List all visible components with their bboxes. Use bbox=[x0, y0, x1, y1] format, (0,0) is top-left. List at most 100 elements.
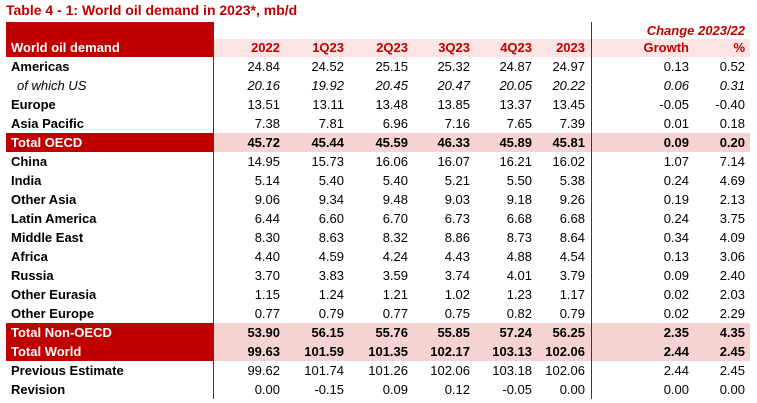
row-label: Other Europe bbox=[11, 306, 95, 321]
row-value: 101.35 bbox=[368, 344, 408, 359]
row-value: 0.34 bbox=[663, 230, 689, 245]
row-value: 4.69 bbox=[719, 173, 745, 188]
row-value: 9.34 bbox=[318, 192, 344, 207]
row-value: 2.03 bbox=[719, 287, 745, 302]
row-value: 25.32 bbox=[437, 59, 470, 74]
col-header-percent: % bbox=[733, 40, 745, 55]
row-value: 2.40 bbox=[719, 268, 745, 283]
row-value: 103.13 bbox=[492, 344, 532, 359]
row-value: 4.35 bbox=[719, 325, 745, 340]
row-value: 4.40 bbox=[254, 249, 280, 264]
row-value: 0.52 bbox=[719, 59, 745, 74]
row-value: 5.14 bbox=[254, 173, 280, 188]
row-value: 2.45 bbox=[719, 344, 745, 359]
row-value: 13.51 bbox=[247, 97, 280, 112]
row-value: 102.06 bbox=[545, 344, 585, 359]
row-label: Asia Pacific bbox=[11, 116, 84, 131]
row-label: Other Eurasia bbox=[11, 287, 97, 302]
col-header-2022: 2022 bbox=[251, 40, 280, 55]
row-value: 16.07 bbox=[437, 154, 470, 169]
row-value: 102.06 bbox=[430, 363, 470, 378]
header-fill bbox=[6, 22, 213, 39]
col-header-3q23: 3Q23 bbox=[438, 40, 470, 55]
row-value: 4.01 bbox=[506, 268, 532, 283]
row-value: 45.72 bbox=[247, 135, 280, 150]
row-value: 6.68 bbox=[506, 211, 532, 226]
row-value: 0.09 bbox=[663, 135, 689, 150]
row-value: 13.48 bbox=[375, 97, 408, 112]
table-row: China 14.95 15.73 16.06 16.07 16.21 16.02 1.07 7… bbox=[6, 152, 750, 171]
row-label: Middle East bbox=[11, 230, 84, 245]
row-value: 4.88 bbox=[506, 249, 532, 264]
row-value: 1.21 bbox=[382, 287, 408, 302]
row-value: 0.18 bbox=[719, 116, 745, 131]
table-row: Latin America 6.44 6.60 6.70 6.73 6.68 6.68 0.2… bbox=[6, 209, 750, 228]
row-value: 4.43 bbox=[444, 249, 470, 264]
row-value: 0.20 bbox=[719, 135, 745, 150]
row-label: Total World bbox=[11, 344, 82, 359]
table-row: Total OECD 45.72 45.44 45.59 46.33 45.89 45.81… bbox=[6, 133, 750, 152]
table-row: Asia Pacific 7.38 7.81 6.96 7.16 7.65 7.39 0.01… bbox=[6, 114, 750, 133]
total-row-fill bbox=[213, 133, 750, 152]
row-value: 2.45 bbox=[719, 363, 745, 378]
row-value: 2.29 bbox=[719, 306, 745, 321]
col-header-1q23: 1Q23 bbox=[312, 40, 344, 55]
header-fill-2 bbox=[6, 39, 213, 57]
row-value: 0.82 bbox=[506, 306, 532, 321]
row-value: 4.09 bbox=[719, 230, 745, 245]
table-title: Table 4 - 1: World oil demand in 2023*, … bbox=[6, 2, 298, 18]
row-value: 1.17 bbox=[559, 287, 585, 302]
row-value: 103.18 bbox=[492, 363, 532, 378]
table-header-row-2: World oil demand 2022 1Q23 2Q23 3Q23 4Q2… bbox=[6, 39, 750, 57]
row-value: 0.09 bbox=[382, 382, 408, 397]
row-value: 101.26 bbox=[368, 363, 408, 378]
row-value: 0.24 bbox=[663, 173, 689, 188]
row-value: 5.40 bbox=[382, 173, 408, 188]
row-label: Russia bbox=[11, 268, 54, 283]
row-value: 15.73 bbox=[311, 154, 344, 169]
row-value: 3.74 bbox=[444, 268, 470, 283]
row-value: 0.79 bbox=[559, 306, 585, 321]
row-value: 2.13 bbox=[719, 192, 745, 207]
row-value: 13.85 bbox=[437, 97, 470, 112]
row-value: 1.24 bbox=[318, 287, 344, 302]
row-value: 0.00 bbox=[559, 382, 585, 397]
row-label: of which US bbox=[17, 78, 87, 93]
row-value: 5.40 bbox=[318, 173, 344, 188]
row-value: 24.84 bbox=[247, 59, 280, 74]
row-value: 9.06 bbox=[254, 192, 280, 207]
row-value: 25.15 bbox=[375, 59, 408, 74]
row-value: 3.59 bbox=[382, 268, 408, 283]
row-value: 13.37 bbox=[499, 97, 532, 112]
row-value: 45.44 bbox=[311, 135, 344, 150]
row-value: 0.79 bbox=[318, 306, 344, 321]
row-value: 102.17 bbox=[430, 344, 470, 359]
row-value: 0.13 bbox=[663, 59, 689, 74]
table-row: Middle East 8.30 8.63 8.32 8.86 8.73 8.64 0.34 4… bbox=[6, 228, 750, 247]
table-header-row-1: Change 2023/22 bbox=[6, 22, 750, 39]
row-value: 6.96 bbox=[382, 116, 408, 131]
row-value: 0.06 bbox=[663, 78, 689, 93]
row-value: 7.16 bbox=[444, 116, 470, 131]
table-row: Total Non-OECD 53.90 56.15 55.76 55.85 57.24 5… bbox=[6, 323, 750, 342]
row-value: 56.15 bbox=[311, 325, 344, 340]
column-divider bbox=[213, 22, 214, 399]
row-label: Latin America bbox=[11, 211, 97, 226]
row-value: 6.60 bbox=[318, 211, 344, 226]
row-value: 3.83 bbox=[318, 268, 344, 283]
row-label: Revision bbox=[11, 382, 66, 397]
table-row: India 5.14 5.40 5.40 5.21 5.50 5.38 0.24 4.69 bbox=[6, 171, 750, 190]
row-value: 5.50 bbox=[506, 173, 532, 188]
row-value: 0.01 bbox=[663, 116, 689, 131]
row-value: 0.31 bbox=[719, 78, 745, 93]
row-value: 14.95 bbox=[247, 154, 280, 169]
row-value: 24.52 bbox=[311, 59, 344, 74]
row-value: 0.75 bbox=[444, 306, 470, 321]
row-value: 2.35 bbox=[663, 325, 689, 340]
row-value: 57.24 bbox=[499, 325, 532, 340]
row-value: 9.26 bbox=[559, 192, 585, 207]
row-value: 4.54 bbox=[559, 249, 585, 264]
row-value: 0.00 bbox=[254, 382, 280, 397]
row-value: 102.06 bbox=[545, 363, 585, 378]
row-value: 1.23 bbox=[506, 287, 532, 302]
